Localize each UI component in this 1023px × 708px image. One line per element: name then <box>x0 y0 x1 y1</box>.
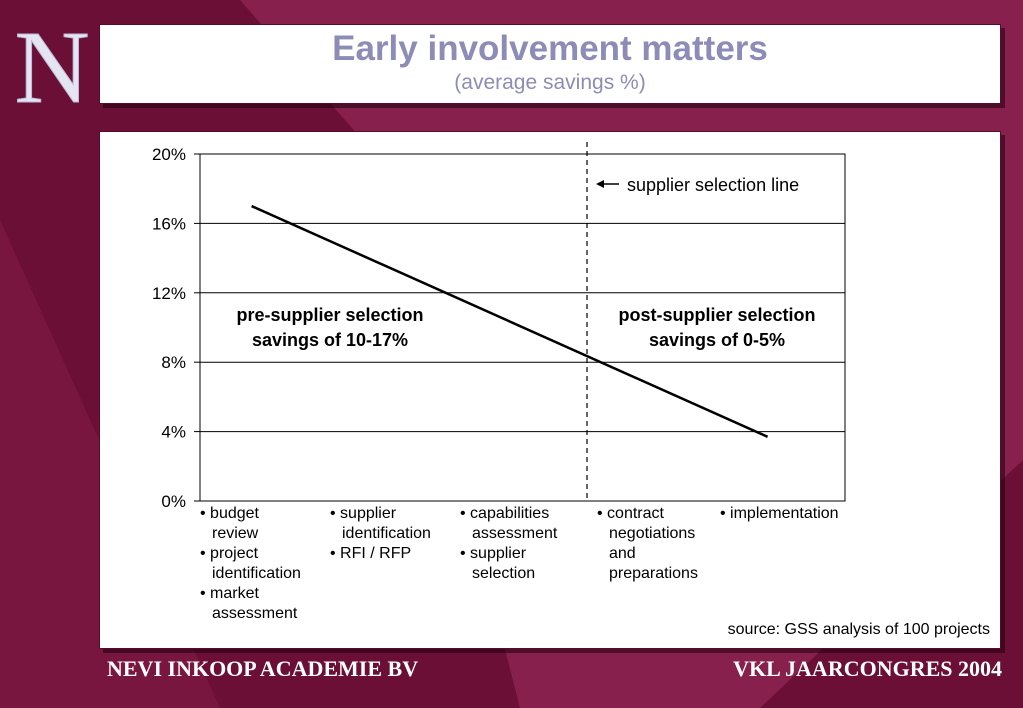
y-tick-label: 20% <box>152 145 186 164</box>
phase-column: • supplier identification • RFI / RFP <box>330 504 431 564</box>
phase-column: • capabilities assessment • supplier select… <box>460 504 557 584</box>
phase-item: • market assessment <box>200 585 298 622</box>
y-tick-label: 12% <box>152 284 186 303</box>
phase-item: • RFI / RFP <box>330 545 412 562</box>
phase-column: • contract negotiations and preparations <box>597 504 698 584</box>
phase-item: • implementation <box>720 505 839 522</box>
svg-text:N: N <box>14 18 89 108</box>
phase-item: • contract negotiations and preparations <box>597 505 698 582</box>
phase-item: • budget review <box>200 505 259 542</box>
pre-selection-annotation: pre-supplier selection <box>236 305 423 325</box>
chart-panel: 0% 4% 8% 12% 16% 20% supplier selection line pr… <box>99 131 1001 649</box>
y-tick-label: 0% <box>161 492 186 511</box>
post-selection-annotation: post-supplier selection <box>618 305 815 325</box>
footer-organization: NEVI INKOOP ACADEMIE BV <box>107 656 419 681</box>
footer-event: VKL JAARCONGRES 2004 <box>733 656 1002 681</box>
arrowhead-icon <box>596 180 604 188</box>
phase-item: • supplier identification <box>330 505 431 542</box>
phase-item: • project identification <box>200 545 301 582</box>
supplier-selection-label: supplier selection line <box>627 175 799 195</box>
pre-selection-annotation: savings of 10-17% <box>252 330 408 350</box>
phase-column: • budget review • project identification • m… <box>200 504 301 624</box>
source-note: source: GSS analysis of 100 projects <box>727 621 990 638</box>
title-panel: Early involvement matters (average savin… <box>99 24 1001 104</box>
post-selection-annotation: savings of 0-5% <box>649 330 785 350</box>
phase-item: • capabilities assessment <box>460 505 558 542</box>
savings-line <box>251 204 769 438</box>
page-subtitle: (average savings %) <box>454 71 646 94</box>
y-tick-label: 8% <box>161 353 186 372</box>
plot-frame <box>199 153 846 502</box>
y-tick-label: 4% <box>161 423 186 442</box>
phase-column: • implementation <box>720 504 841 524</box>
y-tick-label: 16% <box>152 214 186 233</box>
phase-item: • supplier selection <box>460 545 536 582</box>
logo-letter: N <box>14 10 90 126</box>
savings-line-chart: 0% 4% 8% 12% 16% 20% supplier selection line pr… <box>152 142 846 511</box>
page-title: Early involvement matters <box>332 29 768 68</box>
